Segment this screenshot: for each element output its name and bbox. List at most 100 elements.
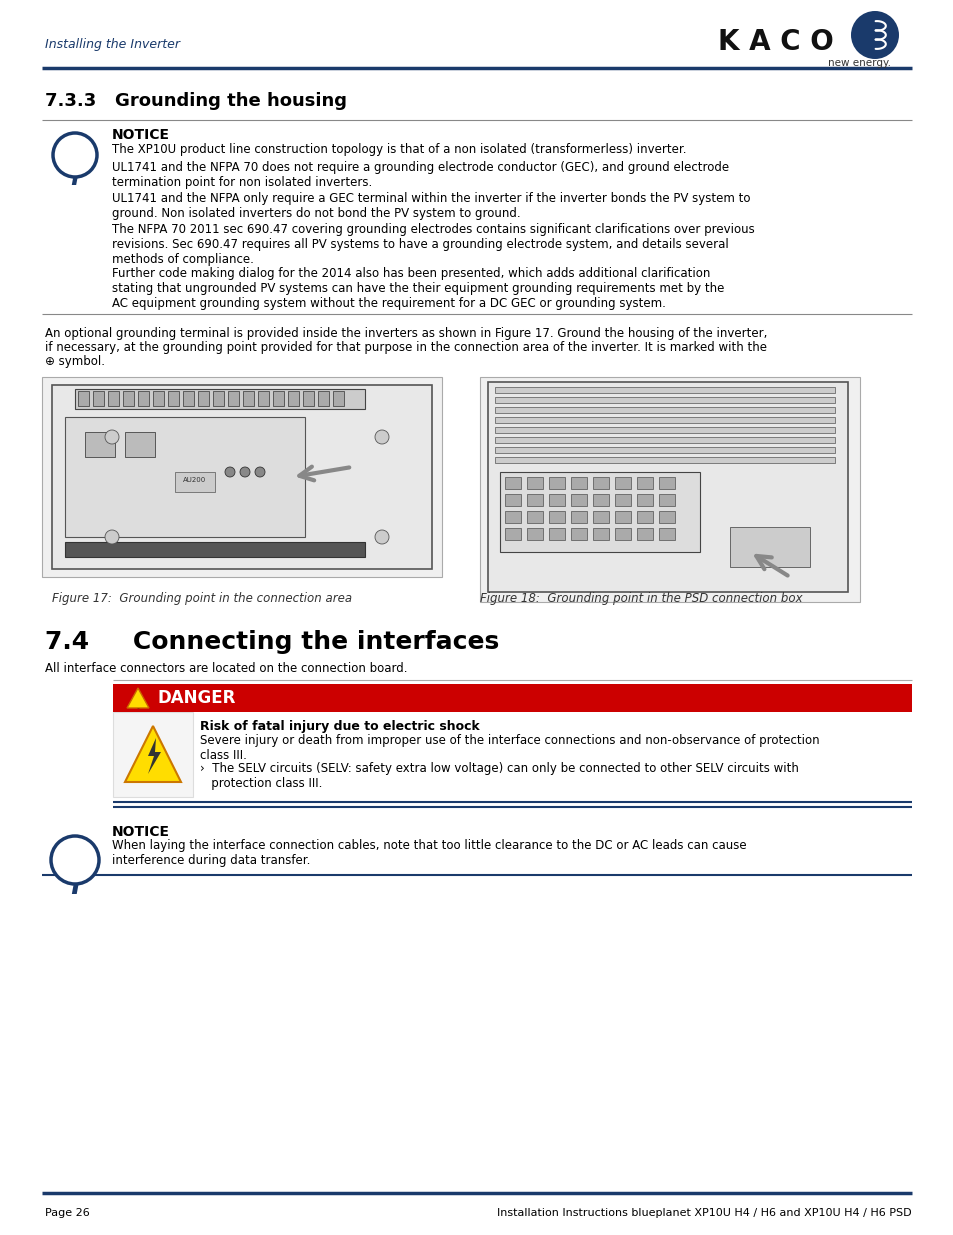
Bar — [138, 391, 149, 406]
Text: new energy.: new energy. — [827, 58, 890, 68]
Text: An optional grounding terminal is provided inside the inverters as shown in Figu: An optional grounding terminal is provid… — [45, 327, 766, 340]
Text: The XP10U product line construction topology is that of a non isolated (transfor: The XP10U product line construction topo… — [112, 143, 686, 156]
Bar — [168, 391, 179, 406]
Bar — [571, 477, 586, 489]
Bar — [213, 391, 224, 406]
Text: NOTICE: NOTICE — [112, 825, 170, 839]
Bar — [152, 391, 164, 406]
Circle shape — [105, 530, 119, 543]
Text: UL1741 and the NFPA only require a GEC terminal within the inverter if the inver: UL1741 and the NFPA only require a GEC t… — [112, 191, 750, 220]
Bar — [495, 437, 834, 443]
Circle shape — [105, 430, 119, 445]
Polygon shape — [125, 726, 181, 782]
Bar — [125, 432, 154, 457]
Bar — [198, 391, 209, 406]
Text: DANGER: DANGER — [158, 689, 236, 706]
Bar — [615, 511, 630, 522]
Bar — [548, 511, 564, 522]
Text: i: i — [71, 872, 80, 900]
Bar — [637, 494, 652, 506]
Bar — [123, 391, 133, 406]
Text: Severe injury or death from improper use of the interface connections and non-ob: Severe injury or death from improper use… — [200, 734, 819, 762]
Text: When laying the interface connection cables, note that too little clearance to t: When laying the interface connection cab… — [112, 839, 746, 867]
Bar — [571, 511, 586, 522]
Bar — [659, 511, 675, 522]
Bar — [659, 477, 675, 489]
Bar — [504, 529, 520, 540]
Bar — [593, 529, 608, 540]
Circle shape — [375, 530, 389, 543]
Bar — [504, 511, 520, 522]
Polygon shape — [127, 688, 149, 708]
Bar — [85, 432, 115, 457]
Bar — [92, 391, 104, 406]
Bar — [548, 494, 564, 506]
Bar — [333, 391, 344, 406]
Bar — [495, 396, 834, 403]
Bar — [257, 391, 269, 406]
Circle shape — [850, 11, 898, 59]
Text: AU200: AU200 — [183, 477, 207, 483]
Bar — [637, 529, 652, 540]
Bar — [112, 684, 911, 713]
Bar — [288, 391, 298, 406]
Text: ›  The SELV circuits (SELV: safety extra low voltage) can only be connected to o: › The SELV circuits (SELV: safety extra … — [200, 762, 798, 790]
Bar — [495, 417, 834, 424]
Bar — [548, 529, 564, 540]
Bar — [183, 391, 193, 406]
Bar — [52, 385, 432, 569]
Bar — [571, 494, 586, 506]
Bar — [112, 713, 193, 797]
Circle shape — [51, 836, 99, 884]
Circle shape — [225, 467, 234, 477]
Bar — [65, 417, 305, 537]
Bar — [729, 527, 809, 567]
Bar — [273, 391, 284, 406]
Bar — [637, 511, 652, 522]
Text: K A C O: K A C O — [718, 28, 833, 56]
Circle shape — [375, 430, 389, 445]
Bar — [571, 529, 586, 540]
Bar — [495, 427, 834, 433]
Text: Further code making dialog for the 2014 also has been presented, which adds addi: Further code making dialog for the 2014 … — [112, 267, 723, 310]
Circle shape — [53, 133, 97, 177]
Text: ⊕ symbol.: ⊕ symbol. — [45, 354, 105, 368]
Bar — [317, 391, 329, 406]
Text: Page 26: Page 26 — [45, 1208, 90, 1218]
Bar — [504, 477, 520, 489]
Text: Installing the Inverter: Installing the Inverter — [45, 38, 180, 51]
Text: Installation Instructions blueplanet XP10U H4 / H6 and XP10U H4 / H6 PSD: Installation Instructions blueplanet XP1… — [497, 1208, 911, 1218]
Bar — [78, 391, 89, 406]
Bar — [243, 391, 253, 406]
Bar — [495, 408, 834, 412]
Bar — [174, 472, 214, 492]
Bar — [479, 377, 859, 601]
Text: i: i — [71, 165, 79, 190]
Text: The NFPA 70 2011 sec 690.47 covering grounding electrodes contains significant c: The NFPA 70 2011 sec 690.47 covering gro… — [112, 224, 754, 266]
Text: 7.4     Connecting the interfaces: 7.4 Connecting the interfaces — [45, 630, 498, 655]
Bar — [504, 494, 520, 506]
Bar — [228, 391, 239, 406]
Bar — [526, 511, 542, 522]
Bar — [526, 477, 542, 489]
Bar — [526, 494, 542, 506]
Text: !: ! — [135, 701, 140, 711]
Bar — [108, 391, 119, 406]
Bar — [42, 377, 441, 577]
Circle shape — [240, 467, 250, 477]
Bar — [593, 494, 608, 506]
Text: if necessary, at the grounding point provided for that purpose in the connection: if necessary, at the grounding point pro… — [45, 341, 766, 354]
Bar — [615, 529, 630, 540]
Bar — [615, 494, 630, 506]
Bar — [615, 477, 630, 489]
Bar — [637, 477, 652, 489]
Bar — [495, 447, 834, 453]
Bar — [75, 389, 365, 409]
Text: Figure 18:  Grounding point in the PSD connection box: Figure 18: Grounding point in the PSD co… — [479, 592, 801, 605]
Bar — [488, 382, 847, 592]
Bar — [65, 542, 365, 557]
Text: NOTICE: NOTICE — [112, 128, 170, 142]
Bar — [659, 494, 675, 506]
Text: 7.3.3   Grounding the housing: 7.3.3 Grounding the housing — [45, 91, 347, 110]
Text: UL1741 and the NFPA 70 does not require a grounding electrode conductor (GEC), a: UL1741 and the NFPA 70 does not require … — [112, 161, 728, 189]
